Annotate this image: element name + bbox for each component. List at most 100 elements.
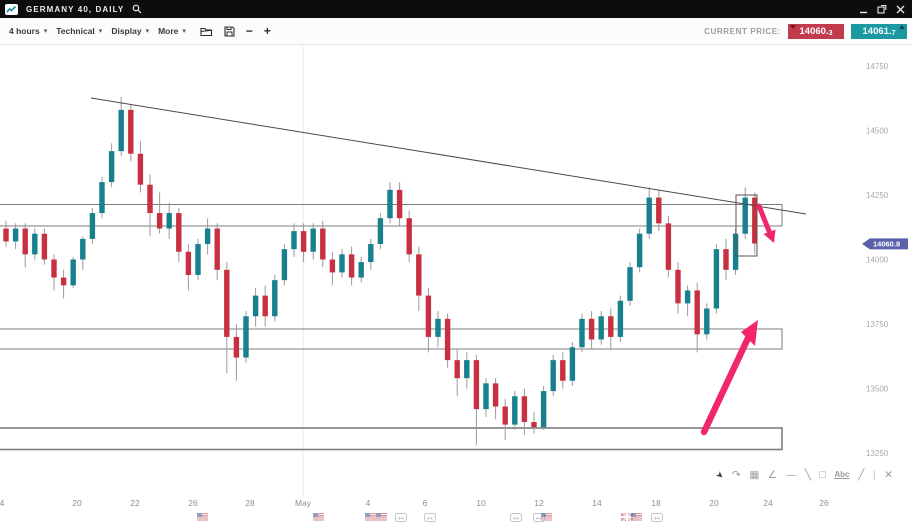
- up-arrow-head[interactable]: [741, 320, 758, 346]
- candle-body: [464, 360, 470, 379]
- pointer-tool[interactable]: ➤: [713, 468, 727, 481]
- candle-body: [483, 383, 489, 410]
- candle-body: [262, 295, 268, 317]
- y-axis-label: 13750: [866, 320, 889, 329]
- candle-body: [560, 360, 566, 381]
- candle-body: [435, 318, 441, 337]
- current-price-label: CURRENT PRICE:: [704, 26, 781, 36]
- chevron-down-icon: ▾: [43, 28, 48, 35]
- remove-drawings[interactable]: ✕: [884, 468, 893, 481]
- chevron-down-icon: ▾: [98, 28, 103, 35]
- candle-body: [627, 267, 633, 301]
- calendar-icon[interactable]: [424, 513, 436, 522]
- more-dropdown[interactable]: More ▾: [158, 26, 186, 36]
- zoom-out-button[interactable]: −: [245, 24, 253, 38]
- candle-body: [454, 360, 460, 379]
- candle-body: [118, 109, 124, 152]
- diagonal-line-tool[interactable]: ╱: [858, 468, 865, 481]
- minimize-button[interactable]: [859, 5, 868, 14]
- candle-body: [502, 406, 508, 425]
- search-icon[interactable]: [132, 4, 142, 14]
- rectangle-tool[interactable]: □: [819, 468, 826, 481]
- ask-price-button[interactable]: 14061. 7: [851, 23, 907, 39]
- candle-body: [608, 316, 614, 337]
- trend-segment-tool[interactable]: ╲: [804, 468, 812, 481]
- x-axis-label: 26: [819, 498, 829, 508]
- candle-body: [713, 249, 720, 309]
- support-resistance-zone-2[interactable]: [0, 328, 783, 350]
- candle-body: [243, 316, 249, 358]
- x-axis-label: 28: [245, 498, 255, 508]
- app-logo-icon: [5, 3, 18, 15]
- x-axis-label: 20: [709, 498, 719, 508]
- flag-us-icon[interactable]: [313, 513, 324, 521]
- flag-us-icon[interactable]: [631, 513, 642, 521]
- horizontal-line-tool[interactable]: —: [785, 468, 797, 481]
- candle-body: [656, 197, 662, 224]
- timeframe-dropdown[interactable]: 4 hours ▾: [9, 26, 47, 36]
- candle-body: [579, 318, 585, 348]
- ask-value: 14061.: [862, 25, 892, 37]
- display-label: Display: [111, 26, 142, 36]
- title-bar: GERMANY 40, DAILY: [0, 0, 912, 18]
- candle-body: [166, 213, 172, 229]
- candle-body: [569, 347, 576, 381]
- calendar-icon[interactable]: [395, 513, 407, 522]
- candle-body: [339, 254, 345, 273]
- freehand-arrow-tool[interactable]: ↷: [732, 468, 741, 481]
- calendar-icon[interactable]: [510, 513, 522, 522]
- flag-us-icon[interactable]: [541, 513, 552, 521]
- y-axis-label: 13500: [866, 385, 889, 394]
- flag-us-icon[interactable]: [376, 513, 387, 521]
- open-layout-button[interactable]: [200, 26, 213, 37]
- flag-uk-icon[interactable]: [621, 513, 633, 521]
- breakout-highlight-box[interactable]: [735, 194, 758, 257]
- technical-dropdown[interactable]: Technical ▾: [56, 26, 102, 36]
- y-axis-label: 14000: [866, 256, 889, 265]
- candle-body: [550, 360, 556, 392]
- candle-body: [588, 318, 595, 340]
- candle-body: [252, 295, 259, 317]
- bid-price-button[interactable]: 14060. 3: [788, 23, 844, 39]
- candle-body: [636, 233, 643, 268]
- x-axis-label: 10: [476, 498, 486, 508]
- candle-body: [704, 308, 710, 335]
- close-button[interactable]: [896, 5, 905, 14]
- restore-button[interactable]: [877, 4, 887, 14]
- save-layout-button[interactable]: [224, 25, 235, 37]
- candle-body: [12, 228, 19, 242]
- calendar-icon[interactable]: [651, 513, 663, 522]
- toolbar-separator: |: [872, 468, 876, 481]
- text-tool[interactable]: Abc: [834, 470, 850, 479]
- flag-us-icon[interactable]: [365, 513, 376, 521]
- flag-us-icon[interactable]: [197, 513, 208, 521]
- ask-decimal: 7: [891, 30, 896, 37]
- fib-grid-tool[interactable]: ▦: [749, 468, 760, 481]
- candle-body: [32, 233, 38, 255]
- down-arrow[interactable]: [756, 203, 772, 234]
- fan-lines-tool[interactable]: ∠: [767, 468, 778, 481]
- descending-trendline[interactable]: [90, 97, 807, 215]
- candle-body: [723, 249, 729, 270]
- y-axis-label: 13250: [866, 449, 889, 458]
- x-axis-label: 24: [763, 498, 773, 508]
- candle-body: [348, 254, 355, 278]
- display-dropdown[interactable]: Display ▾: [111, 26, 149, 36]
- support-resistance-zone-3[interactable]: [0, 427, 783, 451]
- candle-body: [108, 151, 115, 183]
- candle-body: [80, 238, 86, 260]
- chevron-down-icon: ▾: [145, 28, 150, 35]
- economic-events-row: [0, 512, 912, 526]
- x-axis-label: 26: [188, 498, 198, 508]
- y-axis-label: 14750: [866, 62, 889, 71]
- x-axis-label: 4: [366, 498, 371, 508]
- candle-body: [51, 259, 57, 278]
- candle-body: [531, 422, 537, 428]
- chevron-down-icon: ▾: [182, 28, 186, 35]
- down-arrow-head[interactable]: [763, 229, 776, 244]
- up-arrow[interactable]: [700, 332, 753, 436]
- zoom-in-button[interactable]: +: [263, 24, 271, 38]
- candle-body: [406, 218, 412, 255]
